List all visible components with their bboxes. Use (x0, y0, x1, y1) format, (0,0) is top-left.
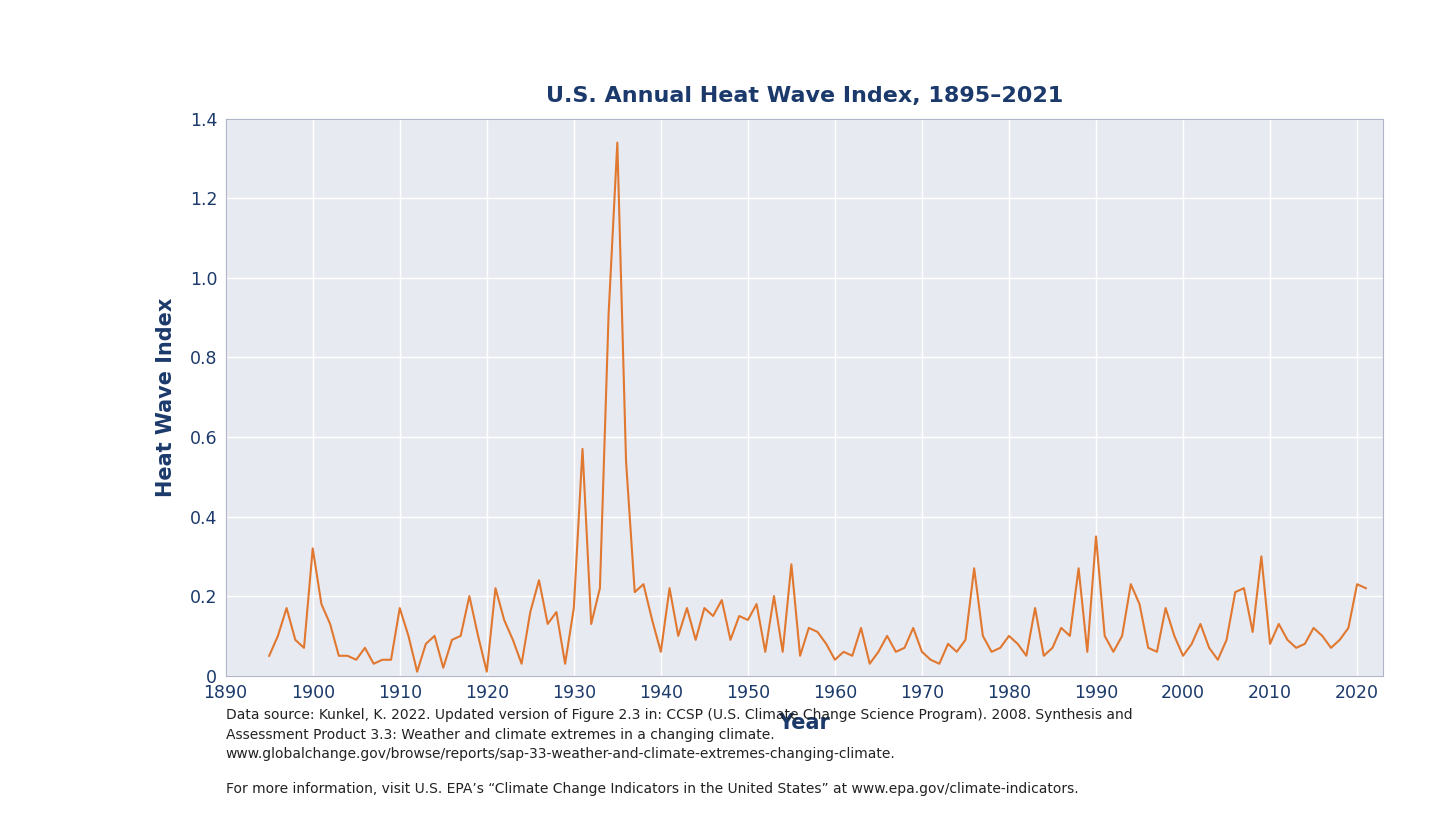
Title: U.S. Annual Heat Wave Index, 1895–2021: U.S. Annual Heat Wave Index, 1895–2021 (546, 86, 1063, 106)
Text: Data source: Kunkel, K. 2022. Updated version of Figure 2.3 in: CCSP (U.S. Clima: Data source: Kunkel, K. 2022. Updated ve… (226, 708, 1133, 762)
X-axis label: Year: Year (779, 713, 830, 733)
Text: For more information, visit U.S. EPA’s “Climate Change Indicators in the United : For more information, visit U.S. EPA’s “… (226, 782, 1079, 796)
Y-axis label: Heat Wave Index: Heat Wave Index (156, 297, 176, 497)
